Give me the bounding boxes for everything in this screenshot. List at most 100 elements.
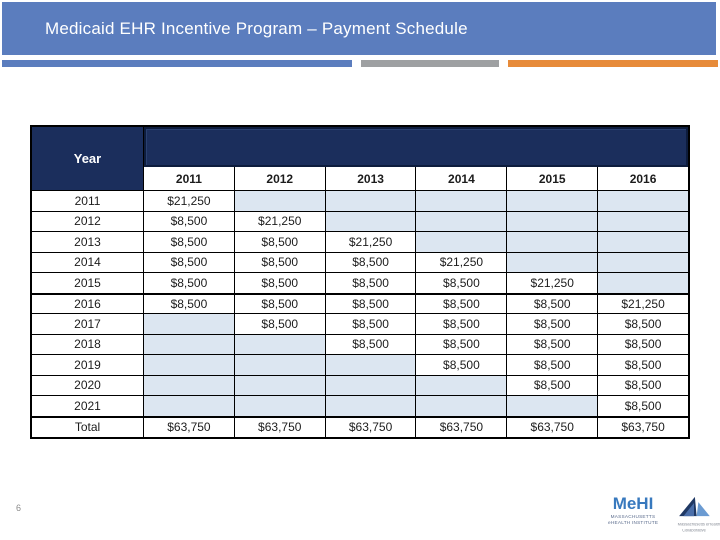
payment-cell: $8,500: [326, 252, 417, 272]
empty-cell: [325, 396, 417, 416]
empty-cell: [416, 396, 508, 416]
row-year-label: 2020: [32, 375, 144, 395]
table-row: 2020 $8,500 $8,500: [32, 375, 688, 396]
year-corner-header: Year: [32, 127, 144, 190]
empty-cell: [325, 355, 417, 375]
empty-cell: [325, 191, 417, 211]
empty-cell: [144, 375, 235, 395]
row-year-label: 2017: [32, 314, 144, 334]
table-header: Year 2011 2012 2013 2014 2015 2016: [32, 127, 688, 191]
payment-cell: $8,500: [507, 355, 599, 375]
sail-logo-icon: [676, 496, 712, 521]
column-header: 2013: [326, 167, 417, 190]
payment-cell: $8,500: [416, 334, 508, 354]
empty-cell: [325, 375, 417, 395]
column-headers: 2011 2012 2013 2014 2015 2016: [144, 167, 688, 190]
payment-cell: $8,500: [235, 232, 326, 252]
empty-cell: [234, 355, 326, 375]
payment-cell: $63,750: [144, 417, 235, 437]
empty-cell: [234, 191, 326, 211]
empty-cell: [507, 232, 599, 252]
mehi-wordmark: MeHI: [612, 494, 654, 513]
payment-cell: $21,250: [416, 252, 508, 272]
table-row: 2013 $8,500 $8,500 $21,250: [32, 232, 688, 253]
payment-cell: $63,750: [507, 417, 599, 437]
mehi-logo-line2: eHEALTH INSTITUTE: [608, 521, 659, 526]
empty-cell: [144, 314, 235, 334]
column-header: 2011: [144, 167, 235, 190]
empty-cell: [234, 334, 326, 354]
empty-cell: [598, 273, 688, 293]
row-year-label: 2014: [32, 252, 144, 272]
column-header: 2015: [507, 167, 599, 190]
empty-cell: [598, 191, 688, 211]
row-year-label: 2012: [32, 211, 144, 231]
table-row: 2015 $8,500 $8,500 $8,500 $8,500 $21,250: [32, 273, 688, 294]
payment-cell: $63,750: [326, 417, 417, 437]
empty-cell: [598, 232, 688, 252]
table-row: 2012 $8,500 $21,250: [32, 211, 688, 232]
payment-cell: $8,500: [144, 273, 235, 293]
column-header: 2014: [416, 167, 508, 190]
table-row: 2014 $8,500 $8,500 $8,500 $21,250: [32, 252, 688, 273]
empty-cell: [416, 211, 508, 231]
payment-cell: $21,250: [621, 296, 665, 311]
payment-cell: $8,500: [624, 398, 662, 413]
payment-cell: $8,500: [326, 294, 417, 313]
empty-cell: [507, 191, 599, 211]
payment-cell: $8,500: [416, 294, 508, 313]
payment-cell: $8,500: [326, 334, 417, 354]
row-year-label: Total: [32, 417, 144, 437]
column-header: 2012: [235, 167, 326, 190]
row-year-label: 2015: [32, 273, 144, 293]
payment-cell: $8,500: [235, 294, 326, 313]
row-year-label: 2021: [32, 396, 144, 416]
table-row: 2016 $8,500 $8,500 $8,500 $8,500 $8,500 $21,25…: [32, 293, 688, 314]
payment-cell: $8,500: [416, 355, 508, 375]
payment-cell: $8,500: [144, 252, 235, 272]
table-row: 2018 $8,500 $8,500 $8,500 $8,500: [32, 334, 688, 355]
payment-cell: $8,500: [416, 273, 508, 293]
accent-segment-blue: [2, 60, 352, 67]
table-row: 2017 $8,500 $8,500 $8,500 $8,500 $8,500: [32, 314, 688, 335]
collab-logo-line1: Massachusetts eHealth: [677, 523, 720, 528]
payment-cell: $8,500: [624, 316, 662, 331]
table-body: 2011 $21,250 2012 $8,500 $21,250 2013 $8,500 $8…: [32, 191, 688, 437]
payment-cell: $8,500: [144, 294, 235, 313]
table-row: 2021 $8,500: [32, 396, 688, 417]
payment-cell: $8,500: [416, 314, 508, 334]
table-row: 2011 $21,250: [32, 191, 688, 212]
mehi-logo: MeHI MASSACHUSETTS eHEALTH INSTITUTE: [601, 495, 665, 527]
column-header: 2016: [629, 171, 657, 186]
payment-cell: $21,250: [235, 211, 326, 231]
slide-title: Medicaid EHR Incentive Program – Payment…: [45, 18, 468, 38]
empty-cell: [598, 211, 688, 231]
payment-cell: $8,500: [235, 273, 326, 293]
empty-cell: [416, 375, 508, 395]
payment-cell: $8,500: [144, 232, 235, 252]
payment-cell: $8,500: [144, 211, 235, 231]
row-year-label: 2013: [32, 232, 144, 252]
empty-cell: [416, 232, 508, 252]
empty-cell: [234, 375, 326, 395]
row-year-label: 2016: [32, 294, 144, 313]
payment-cell: $8,500: [235, 314, 326, 334]
payment-cell: $63,750: [416, 417, 508, 437]
empty-cell: [234, 396, 326, 416]
payment-cell: $8,500: [507, 314, 599, 334]
payment-cell: $21,250: [507, 273, 599, 293]
payment-cell: $63,750: [235, 417, 326, 437]
row-year-label: 2019: [32, 355, 144, 375]
empty-cell: [416, 191, 508, 211]
table-banner: [144, 127, 688, 167]
empty-cell: [507, 396, 599, 416]
payment-cell: $8,500: [624, 378, 662, 393]
table-row: 2019 $8,500 $8,500 $8,500: [32, 355, 688, 376]
page-number: 6: [16, 503, 22, 513]
empty-cell: [598, 252, 688, 272]
payment-cell: $8,500: [326, 273, 417, 293]
payment-cell: $8,500: [326, 314, 417, 334]
accent-segment-orange: [508, 60, 718, 67]
mehi-logo-line1: MASSACHUSETTS: [610, 515, 656, 520]
empty-cell: [325, 211, 417, 231]
